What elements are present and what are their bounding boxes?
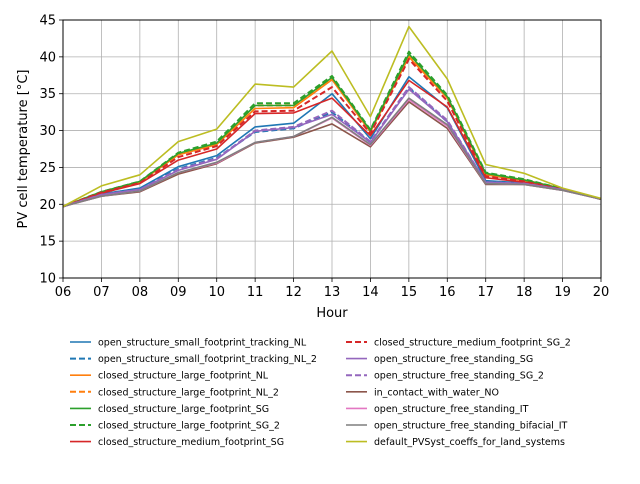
y-tick-label: 25 [39, 161, 56, 176]
series-line-default_PVSyst_coeffs_for_land_systems [62, 25, 602, 208]
x-tick-label: 06 [55, 285, 72, 300]
grid [62, 19, 602, 279]
series-lines [62, 25, 602, 208]
x-tick-label: 15 [401, 285, 418, 300]
x-tick-label: 11 [247, 285, 264, 300]
series-line-open_structure_free_standing_bifacial_IT [62, 97, 602, 208]
x-tick-label: 16 [439, 285, 456, 300]
series-line-closed_structure_medium_footprint_SG_2 [62, 58, 602, 208]
x-tick-label: 20 [593, 285, 610, 300]
x-tick-label: 09 [170, 285, 187, 300]
x-tick-label: 08 [132, 285, 149, 300]
legend-entry: in_contact_with_water_NO [374, 387, 499, 398]
legend: open_structure_small_footprint_tracking_… [70, 338, 571, 448]
legend-entry: open_structure_free_standing_SG [374, 354, 533, 365]
y-tick-label: 35 [39, 87, 56, 102]
x-tick-label: 17 [477, 285, 494, 300]
x-axis-label: Hour [316, 306, 348, 321]
legend-entry: default_PVSyst_coeffs_for_land_systems [374, 437, 565, 448]
y-tick-label: 45 [39, 14, 56, 29]
legend-entry: closed_structure_large_footprint_NL [98, 371, 269, 382]
x-tick-label: 19 [554, 285, 571, 300]
y-tick-label: 10 [39, 272, 56, 287]
y-tick-label: 15 [39, 235, 56, 250]
x-tick-label: 14 [362, 285, 379, 300]
series-line-closed_structure_large_footprint_SG_2 [62, 50, 602, 208]
legend-entry: closed_structure_medium_footprint_SG [98, 437, 284, 448]
legend-entry: closed_structure_large_footprint_NL_2 [98, 387, 279, 398]
y-tick-label: 40 [39, 50, 56, 65]
x-tick-label: 18 [516, 285, 533, 300]
y-tick-label: 20 [39, 198, 56, 213]
y-axis-label: PV cell temperature [°C] [16, 70, 31, 229]
x-tick-label: 10 [208, 285, 225, 300]
y-tick-label: 30 [39, 124, 56, 139]
x-tick-label: 12 [285, 285, 302, 300]
x-tick-label: 13 [324, 285, 341, 300]
legend-entry: closed_structure_medium_footprint_SG_2 [374, 338, 571, 349]
legend-entry: closed_structure_large_footprint_SG_2 [98, 421, 280, 432]
legend-entry: open_structure_free_standing_IT [374, 404, 529, 415]
x-tick-label: 07 [93, 285, 110, 300]
legend-entry: open_structure_free_standing_bifacial_IT [374, 421, 567, 432]
series-line-open_structure_free_standing_SG_2 [62, 86, 602, 208]
legend-entry: open_structure_free_standing_SG_2 [374, 371, 544, 382]
y-ticks: 10 15 20 25 30 35 40 45 [39, 14, 63, 287]
legend-entry: closed_structure_large_footprint_SG [98, 404, 269, 415]
x-ticks: 06 07 08 09 10 11 12 13 14 15 16 17 18 19 20 [55, 278, 610, 300]
legend-entry: open_structure_small_footprint_tracking_… [98, 354, 317, 365]
legend-entry: open_structure_small_footprint_tracking_… [98, 338, 307, 349]
